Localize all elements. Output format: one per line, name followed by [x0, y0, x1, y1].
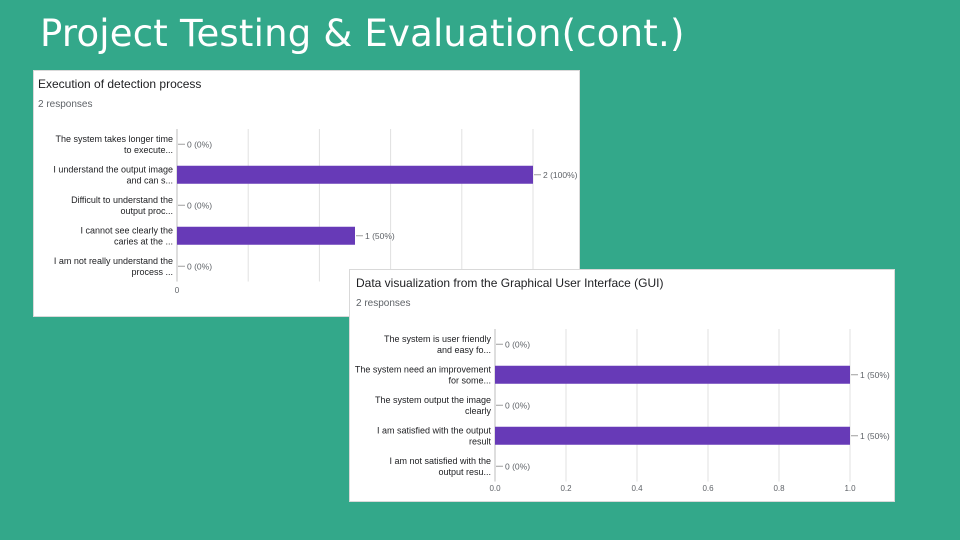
- bar: [177, 226, 355, 245]
- chart-card-visualization: Data visualization from the Graphical Us…: [349, 269, 895, 502]
- chart-card-execution: Execution of detection process 2 respons…: [33, 70, 580, 317]
- chart-subtitle: 2 responses: [356, 298, 411, 309]
- category-label: The system need an improvement for some..…: [355, 364, 492, 385]
- chart-title: Data visualization from the Graphical Us…: [356, 276, 664, 290]
- category-label: The system output the image clearly: [375, 395, 492, 416]
- chart-title: Execution of detection process: [38, 77, 202, 91]
- x-tick-label: 0.4: [631, 484, 643, 493]
- category-label: I am not really understand the process ..…: [54, 256, 173, 277]
- value-label: 0 (0%): [187, 200, 212, 210]
- slide-title: Project Testing & Evaluation(cont.): [40, 12, 685, 55]
- bar-chart-execution: 0 The system takes longer time to execute.…: [53, 129, 578, 295]
- category-label: The system is user friendly and easy fo..…: [384, 334, 492, 355]
- x-tick-label: 0.0: [489, 484, 501, 493]
- bar: [177, 165, 533, 184]
- value-label: 1 (50%): [365, 231, 395, 241]
- x-tick-label: 0.2: [560, 484, 572, 493]
- value-label: 0 (0%): [505, 339, 530, 349]
- value-label: 0 (0%): [505, 400, 530, 410]
- value-label: 1 (50%): [860, 370, 890, 380]
- category-label: I am satisfied with the output result: [377, 425, 492, 446]
- x-tick-label: 1.0: [844, 484, 856, 493]
- category-label: I cannot see clearly the caries at the ..…: [80, 225, 173, 246]
- bar: [495, 426, 850, 445]
- category-label: Difficult to understand the output proc..…: [71, 195, 173, 216]
- chart-subtitle: 2 responses: [38, 99, 93, 110]
- x-tick-label: 0: [175, 286, 180, 295]
- value-label: 1 (50%): [860, 431, 890, 441]
- category-label: I am not satisfied with the output resu..…: [389, 456, 491, 477]
- bar-chart-visualization: 0.0 0.2 0.4 0.6 0.8 1.0 The system is user fri…: [355, 329, 890, 493]
- value-label: 0 (0%): [187, 261, 212, 271]
- value-label: 0 (0%): [187, 139, 212, 149]
- value-label: 2 (100%): [543, 170, 578, 180]
- value-label: 0 (0%): [505, 461, 530, 471]
- category-label: The system takes longer time to execute..…: [55, 134, 173, 155]
- x-tick-label: 0.8: [773, 484, 785, 493]
- x-tick-label: 0.6: [702, 484, 714, 493]
- category-label: I understand the output image and can s..…: [53, 164, 173, 185]
- bar: [495, 365, 850, 384]
